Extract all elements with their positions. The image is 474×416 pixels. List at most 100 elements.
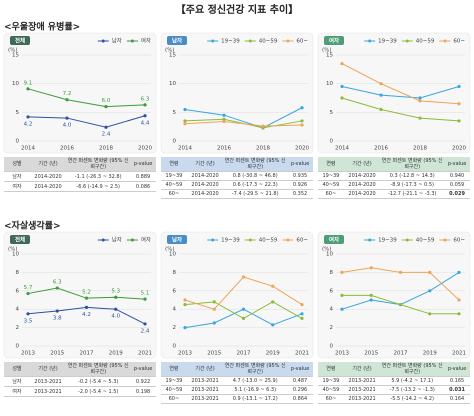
table-cell: -7.4 (-29.5 ~ 21.8) [223, 189, 288, 199]
data-point [114, 295, 118, 299]
legend-label: 60~ [453, 238, 465, 244]
legend-label: 19~39 [378, 39, 397, 45]
data-point [418, 116, 422, 120]
data-point [457, 298, 461, 302]
table-cell: 60~ [161, 189, 187, 199]
data-point [183, 107, 187, 112]
table-cell: -5.5 (-14.2 ~ 4.2) [380, 394, 445, 404]
table-row: 40~59 2014-2020 0.6 (-17.3 ~ 22.3) 0.926 [161, 180, 313, 190]
header-row: 연령 기간 (년) 연간 퍼센트 변화량 (95% 신뢰구간) p-value [161, 362, 313, 377]
table-cell: 60~ [318, 394, 344, 404]
badge-label: 남자 [172, 236, 183, 244]
header-cell: 연간 퍼센트 변화량 (95% 신뢰구간) [223, 362, 288, 377]
data-point [222, 117, 226, 121]
y-tick-label: 2 [330, 325, 334, 331]
table-cell: 여자 [4, 181, 30, 192]
y-axis-label: (%) [165, 247, 175, 253]
y-tick-label: 0 [173, 139, 177, 145]
table-cell: 2013-2021 [186, 376, 224, 386]
header-cell: 연간 퍼센트 변화량 (95% 신뢰구간) [223, 157, 288, 172]
y-tick-label: 10 [326, 252, 333, 258]
data-point [84, 305, 89, 309]
x-tick-label: 2018 [256, 146, 270, 152]
table-cell: 4.7 (-13.0 ~ 25.9) [223, 376, 288, 386]
data-point [418, 99, 422, 103]
data-label: 5.2 [82, 290, 91, 296]
table-cell: 2014-2020 [29, 171, 67, 182]
legend-label: 남자 [112, 236, 122, 244]
x-tick-label: 2019 [266, 351, 280, 357]
legend-marker [130, 39, 134, 43]
data-point [55, 286, 59, 290]
trend-table: 연령 기간 (년) 연간 퍼센트 변화량 (95% 신뢰구간) p-value 19~3… [318, 362, 470, 404]
table-cell: 19~39 [161, 171, 187, 181]
table-cell: 2013-2021 [186, 385, 224, 395]
data-label: 5.7 [24, 285, 33, 291]
data-point [212, 300, 216, 304]
header-row: 연령 기간 (년) 연간 퍼센트 변화량 (95% 신뢰구간) p-value [318, 157, 470, 172]
y-axis-label: (%) [322, 247, 332, 253]
x-tick-label: 2015 [50, 351, 64, 357]
data-point [212, 307, 216, 311]
table-cell: 2014-2020 [343, 189, 381, 199]
series-line [184, 121, 303, 127]
y-tick-label: 6 [173, 288, 177, 294]
series-line [341, 97, 460, 122]
panel [160, 32, 314, 154]
y-tick-label: 8 [173, 270, 177, 276]
y-tick-label: 0 [16, 344, 20, 350]
y-tick-label: 8 [330, 270, 334, 276]
data-label: 4.0 [63, 123, 72, 129]
data-label: 4.0 [111, 314, 120, 320]
table-row: 60~ 2014-2020 -12.7 (-21.1 ~ -3.3) 0.029 [318, 189, 470, 199]
data-point [143, 103, 147, 107]
y-axis-label: (%) [8, 247, 18, 253]
table-cell: 0.198 [130, 386, 156, 397]
x-tick-label: 2021 [138, 351, 152, 357]
y-tick-label: 10 [12, 252, 19, 258]
y-tick-label: 4 [330, 307, 334, 313]
table-cell: 0.922 [130, 376, 156, 387]
data-point [222, 113, 226, 117]
legend-marker [130, 238, 134, 242]
table-cell: 40~59 [318, 385, 344, 395]
data-point [300, 119, 304, 123]
data-point [340, 307, 344, 311]
data-label: 2.4 [141, 328, 150, 334]
table-cell: 0.940 [444, 171, 470, 181]
table-row: 19~39 2013-2021 5.9 (-4.2 ~ 17.1) 0.165 [318, 376, 470, 386]
data-point [183, 122, 187, 126]
legend-label: 40~59 [259, 238, 278, 244]
table-cell: 0.487 [287, 376, 313, 386]
x-tick-label: 2021 [452, 351, 466, 357]
data-point [183, 303, 187, 307]
legend-label: 여자 [141, 236, 151, 244]
panel [3, 231, 157, 359]
table-cell: 60~ [318, 189, 344, 199]
header-cell: p-value [444, 362, 470, 377]
data-point [183, 119, 187, 123]
y-tick-label: 6 [330, 288, 334, 294]
series-line [341, 63, 460, 105]
data-point [457, 102, 461, 106]
table-cell: 40~59 [318, 180, 344, 190]
legend-marker [443, 238, 447, 242]
data-point [183, 326, 187, 330]
y-tick-label: 15 [169, 53, 176, 59]
data-point [104, 125, 108, 129]
y-tick-label: 15 [326, 53, 333, 59]
data-point [418, 96, 422, 100]
data-point [114, 307, 118, 311]
data-point [457, 270, 461, 274]
x-tick-label: 2015 [207, 351, 221, 357]
header-cell: 성별 [4, 362, 30, 377]
data-point [300, 303, 304, 307]
x-tick-label: 2013 [21, 351, 35, 357]
data-point [398, 303, 403, 307]
y-axis-label: (%) [165, 48, 175, 54]
legend-label: 19~39 [378, 238, 397, 244]
data-point [379, 82, 383, 86]
legend-marker [405, 238, 409, 242]
y-tick-label: 5 [330, 110, 334, 116]
